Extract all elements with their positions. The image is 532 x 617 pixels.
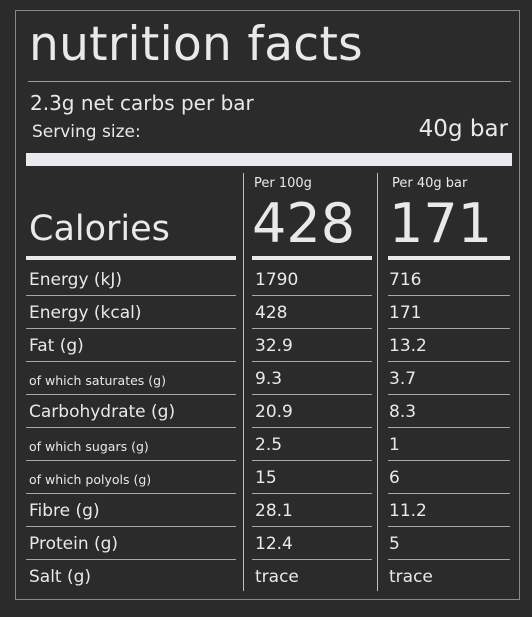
value-per-100g: 9.3	[255, 369, 283, 389]
row-rule	[26, 394, 236, 395]
nutrition-panel: nutrition facts 2.3g net carbs per bar S…	[15, 10, 520, 600]
row-rule	[388, 559, 510, 560]
value-per-bar: 5	[389, 534, 400, 554]
row-rule	[26, 526, 236, 527]
nutrient-row: of which sugars (g) 2.5 1	[16, 428, 521, 461]
panel-title: nutrition facts	[29, 17, 363, 72]
serving-size-value: 40g bar	[418, 116, 508, 142]
serving-size-label: Serving size:	[32, 122, 141, 142]
nutrient-row: Carbohydrate (g) 20.9 8.3	[16, 395, 521, 428]
row-rule	[252, 427, 372, 428]
nutrient-row: Fibre (g) 28.1 11.2	[16, 494, 521, 527]
nutrient-row: Fat (g) 32.9 13.2	[16, 329, 521, 362]
per-bar-header: Per 40g bar	[392, 176, 468, 191]
column-divider-2	[377, 173, 378, 591]
row-rule	[252, 460, 372, 461]
value-per-100g: 12.4	[255, 534, 293, 554]
nutrient-label: Fibre (g)	[29, 501, 100, 521]
thick-divider	[26, 153, 512, 166]
row-rule	[388, 361, 510, 362]
nutrient-row: Protein (g) 12.4 5	[16, 527, 521, 560]
row-rule	[388, 493, 510, 494]
row-rule	[26, 427, 236, 428]
value-per-100g: 32.9	[255, 336, 293, 356]
per-bar-rule	[388, 256, 510, 260]
title-divider	[28, 81, 511, 82]
row-rule	[252, 493, 372, 494]
nutrient-label: Protein (g)	[29, 534, 119, 554]
row-rule	[388, 526, 510, 527]
nutrient-label: Energy (kcal)	[29, 303, 142, 323]
nutrient-row: of which polyols (g) 15 6	[16, 461, 521, 494]
nutrient-label: Fat (g)	[29, 336, 84, 356]
row-rule	[252, 361, 372, 362]
value-per-bar: 171	[389, 303, 422, 323]
value-per-bar: trace	[389, 567, 433, 587]
value-per-bar: 8.3	[389, 402, 417, 422]
row-rule	[252, 295, 372, 296]
value-per-100g: 2.5	[255, 435, 283, 455]
row-rule	[26, 328, 236, 329]
value-per-100g: 428	[255, 303, 288, 323]
row-rule	[252, 394, 372, 395]
value-per-100g: 15	[255, 468, 277, 488]
row-rule	[26, 295, 236, 296]
value-per-bar: 6	[389, 468, 400, 488]
nutrient-row: Salt (g) trace trace	[16, 560, 521, 593]
value-per-100g: 20.9	[255, 402, 293, 422]
row-rule	[26, 493, 236, 494]
calories-label: Calories	[29, 209, 170, 249]
row-rule	[252, 559, 372, 560]
per-100g-rule	[252, 256, 372, 260]
nutrient-label: Salt (g)	[29, 567, 92, 587]
row-rule	[388, 394, 510, 395]
nutrient-row: of which saturates (g) 9.3 3.7	[16, 362, 521, 395]
value-per-bar: 3.7	[389, 369, 417, 389]
value-per-100g: trace	[255, 567, 299, 587]
value-per-bar: 1	[389, 435, 400, 455]
net-carbs-text: 2.3g net carbs per bar	[30, 91, 254, 115]
nutrient-label: of which polyols (g)	[29, 472, 152, 487]
value-per-bar: 11.2	[389, 501, 427, 521]
row-rule	[388, 295, 510, 296]
row-rule	[252, 328, 372, 329]
row-rule	[26, 460, 236, 461]
per-100g-header: Per 100g	[254, 176, 312, 191]
calories-per-100g: 428	[252, 192, 356, 255]
row-rule	[252, 526, 372, 527]
nutrient-label: Energy (kJ)	[29, 270, 123, 290]
calories-per-bar: 171	[389, 192, 493, 255]
value-per-100g: 28.1	[255, 501, 293, 521]
row-rule	[26, 559, 236, 560]
row-rule	[26, 361, 236, 362]
column-divider-1	[243, 173, 244, 591]
row-rule	[388, 460, 510, 461]
nutrient-label: of which sugars (g)	[29, 439, 149, 454]
row-rule	[388, 427, 510, 428]
nutrient-row: Energy (kJ) 1790 716	[16, 263, 521, 296]
value-per-100g: 1790	[255, 270, 299, 290]
nutrient-label: Carbohydrate (g)	[29, 402, 176, 422]
value-per-bar: 716	[389, 270, 422, 290]
calories-rule	[26, 256, 236, 260]
nutrient-label: of which saturates (g)	[29, 373, 166, 388]
value-per-bar: 13.2	[389, 336, 427, 356]
nutrient-row: Energy (kcal) 428 171	[16, 296, 521, 329]
row-rule	[388, 328, 510, 329]
